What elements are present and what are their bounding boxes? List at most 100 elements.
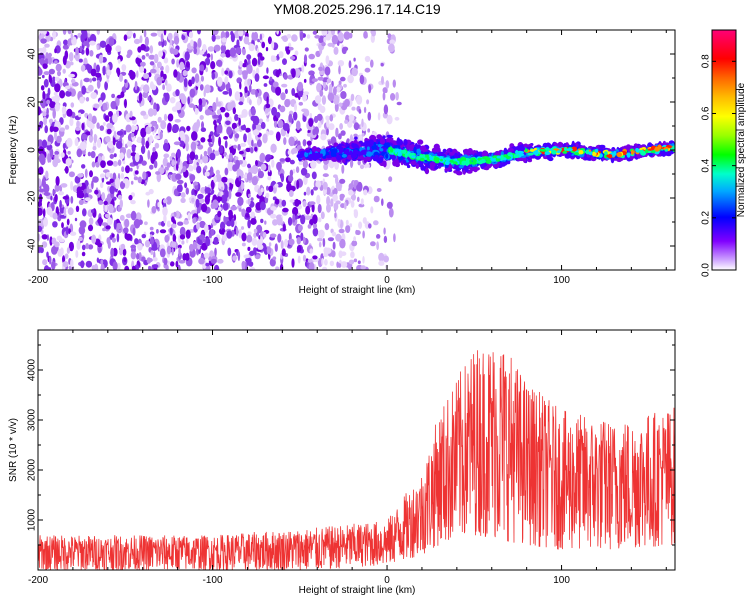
- spectrogram-peak-cell: [562, 151, 568, 154]
- spectrogram-noise-blob: [185, 61, 190, 68]
- spectrogram-noise-blob: [262, 75, 269, 80]
- spectrogram-noise-blob: [383, 227, 386, 235]
- spectrogram-noise-blob: [349, 32, 353, 39]
- spectrogram-noise-blob: [244, 86, 248, 94]
- spectrogram-noise-blob: [221, 176, 228, 183]
- spectrogram-noise-blob: [52, 221, 58, 228]
- spectrogram-noise-blob: [325, 186, 331, 195]
- spectrogram-noise-blob: [123, 257, 127, 262]
- spectrogram-noise-blob: [112, 261, 118, 270]
- spectrogram-signal-cell: [462, 169, 466, 175]
- spectrogram-signal-cell: [437, 151, 445, 158]
- spectrogram-noise-blob: [148, 265, 152, 270]
- spectrogram-marks: [38, 30, 675, 270]
- spectrogram-noise-blob: [163, 73, 167, 80]
- spectrogram-noise-blob: [395, 91, 399, 101]
- spectrogram-noise-blob: [64, 253, 69, 259]
- spectrogram-noise-blob: [359, 74, 365, 85]
- spectrogram-noise-blob: [238, 30, 244, 37]
- spectrogram-noise-blob: [147, 199, 150, 208]
- spectrogram-noise-blob: [328, 123, 335, 131]
- spectrogram-noise-blob: [378, 252, 385, 262]
- spectrogram-noise-blob: [317, 76, 324, 81]
- spectrogram-noise-blob: [322, 181, 328, 190]
- spectrogram-noise-blob: [334, 212, 337, 219]
- spectrogram-noise-blob: [162, 206, 168, 217]
- spectrogram-noise-blob: [366, 99, 370, 105]
- spectrogram-noise-blob: [338, 65, 341, 75]
- spectrogram-noise-blob: [67, 38, 71, 48]
- spectrogram-noise-blob: [237, 68, 243, 76]
- colorbar-tick-label: 0.2: [701, 210, 712, 224]
- spectrogram-noise-blob: [214, 35, 221, 40]
- spectrogram-noise-blob: [76, 240, 81, 250]
- spectrogram-noise-blob: [281, 248, 286, 257]
- spectrogram-noise-blob: [48, 255, 52, 265]
- spectrogram-peak-cell: [626, 152, 631, 158]
- spectrogram-noise-blob: [279, 105, 286, 113]
- spectrogram-noise-blob: [99, 99, 103, 107]
- spectrogram-noise-blob: [212, 101, 217, 112]
- spectrogram-noise-blob: [389, 39, 396, 45]
- spectrogram-noise-blob: [248, 84, 252, 93]
- spectrogram-noise-blob: [134, 80, 138, 91]
- spectrogram-noise-blob: [212, 30, 219, 36]
- spectrogram-noise-blob: [274, 243, 278, 252]
- spectrogram-noise-blob: [340, 130, 346, 136]
- spectrogram-signal-cell: [382, 135, 386, 139]
- spectrogram-noise-blob: [364, 55, 371, 63]
- spectrogram-noise-blob: [286, 132, 290, 138]
- spectrogram-noise-blob: [210, 258, 217, 264]
- spectrogram-x-tick-label: -100: [203, 275, 223, 286]
- spectrogram-noise-blob: [184, 51, 190, 61]
- spectrogram-noise-blob: [163, 257, 168, 266]
- spectrogram-noise-blob: [245, 147, 251, 153]
- spectrogram-noise-blob: [238, 60, 243, 68]
- spectrogram-noise-blob: [323, 36, 327, 43]
- spectrogram-noise-blob: [176, 179, 184, 185]
- spectrogram-peak-cell: [466, 160, 470, 166]
- spectrogram-noise-blob: [171, 58, 175, 65]
- spectrogram-noise-blob: [92, 77, 97, 82]
- spectrogram-noise-blob: [123, 130, 127, 135]
- spectrogram-noise-blob: [288, 46, 294, 51]
- spectrogram-noise-blob: [95, 72, 102, 78]
- spectrogram-noise-blob: [166, 162, 171, 168]
- spectrogram-noise-blob: [126, 148, 132, 159]
- spectrogram-noise-blob: [106, 78, 110, 83]
- spectrogram-noise-blob: [193, 122, 199, 129]
- spectrogram-noise-blob: [271, 106, 278, 116]
- spectrogram-noise-blob: [318, 66, 323, 72]
- spectrogram-noise-blob: [302, 159, 308, 169]
- spectrogram-noise-blob: [238, 228, 242, 239]
- spectrogram-noise-blob: [262, 133, 268, 144]
- spectrogram-noise-blob: [377, 112, 381, 121]
- spectrogram-noise-blob: [249, 99, 252, 106]
- spectrogram-noise-blob: [47, 55, 53, 65]
- spectrogram-noise-blob: [185, 252, 190, 261]
- spectrogram-noise-blob: [176, 148, 181, 159]
- spectrogram-peak-cell: [651, 150, 656, 154]
- spectrogram-noise-blob: [382, 87, 388, 94]
- spectrogram-noise-blob: [388, 176, 393, 182]
- spectrogram-noise-blob: [312, 214, 318, 225]
- spectrogram-noise-blob: [314, 126, 319, 135]
- spectrogram-noise-blob: [233, 144, 238, 149]
- spectrogram-noise-blob: [211, 34, 216, 42]
- spectrogram-noise-blob: [194, 73, 200, 84]
- spectrogram-noise-blob: [339, 178, 346, 184]
- spectrogram-noise-blob: [76, 120, 80, 128]
- spectrogram-noise-blob: [194, 154, 199, 160]
- spectrogram-noise-blob: [144, 221, 148, 226]
- spectrogram-noise-blob: [243, 254, 250, 259]
- spectrogram-noise-blob: [322, 266, 328, 270]
- spectrogram-noise-blob: [235, 192, 242, 197]
- spectrogram-noise-blob: [343, 31, 351, 40]
- spectrogram-noise-blob: [359, 164, 365, 170]
- spectrogram-noise-blob: [116, 222, 122, 230]
- spectrogram-noise-blob: [318, 241, 322, 248]
- spectrogram-noise-blob: [216, 118, 221, 124]
- spectrogram-noise-blob: [101, 155, 105, 161]
- spectrogram-noise-blob: [187, 96, 190, 105]
- spectrogram-noise-blob: [67, 30, 72, 35]
